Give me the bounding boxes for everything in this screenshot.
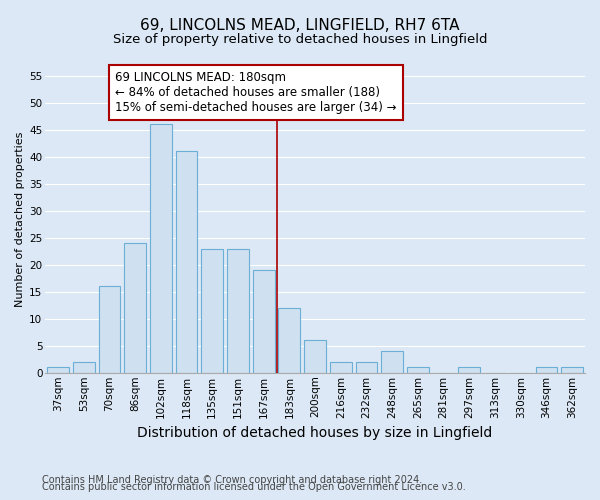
Bar	[356, 362, 377, 373]
Bar	[73, 362, 95, 373]
Bar	[98, 286, 121, 373]
Bar	[253, 270, 275, 373]
Bar	[381, 351, 403, 373]
Y-axis label: Number of detached properties: Number of detached properties	[15, 131, 25, 306]
Bar	[278, 308, 301, 373]
Bar	[536, 368, 557, 373]
Text: 69, LINCOLNS MEAD, LINGFIELD, RH7 6TA: 69, LINCOLNS MEAD, LINGFIELD, RH7 6TA	[140, 18, 460, 32]
Text: 69 LINCOLNS MEAD: 180sqm
← 84% of detached houses are smaller (188)
15% of semi-: 69 LINCOLNS MEAD: 180sqm ← 84% of detach…	[115, 71, 397, 114]
Text: Contains HM Land Registry data © Crown copyright and database right 2024.: Contains HM Land Registry data © Crown c…	[42, 475, 422, 485]
Bar	[407, 368, 429, 373]
Bar	[561, 368, 583, 373]
Bar	[47, 368, 69, 373]
Bar	[202, 248, 223, 373]
Bar	[176, 152, 197, 373]
Bar	[227, 248, 249, 373]
Bar	[330, 362, 352, 373]
Text: Size of property relative to detached houses in Lingfield: Size of property relative to detached ho…	[113, 32, 487, 46]
Text: Contains public sector information licensed under the Open Government Licence v3: Contains public sector information licen…	[42, 482, 466, 492]
Bar	[304, 340, 326, 373]
Bar	[150, 124, 172, 373]
X-axis label: Distribution of detached houses by size in Lingfield: Distribution of detached houses by size …	[137, 426, 493, 440]
Bar	[124, 243, 146, 373]
Bar	[458, 368, 480, 373]
